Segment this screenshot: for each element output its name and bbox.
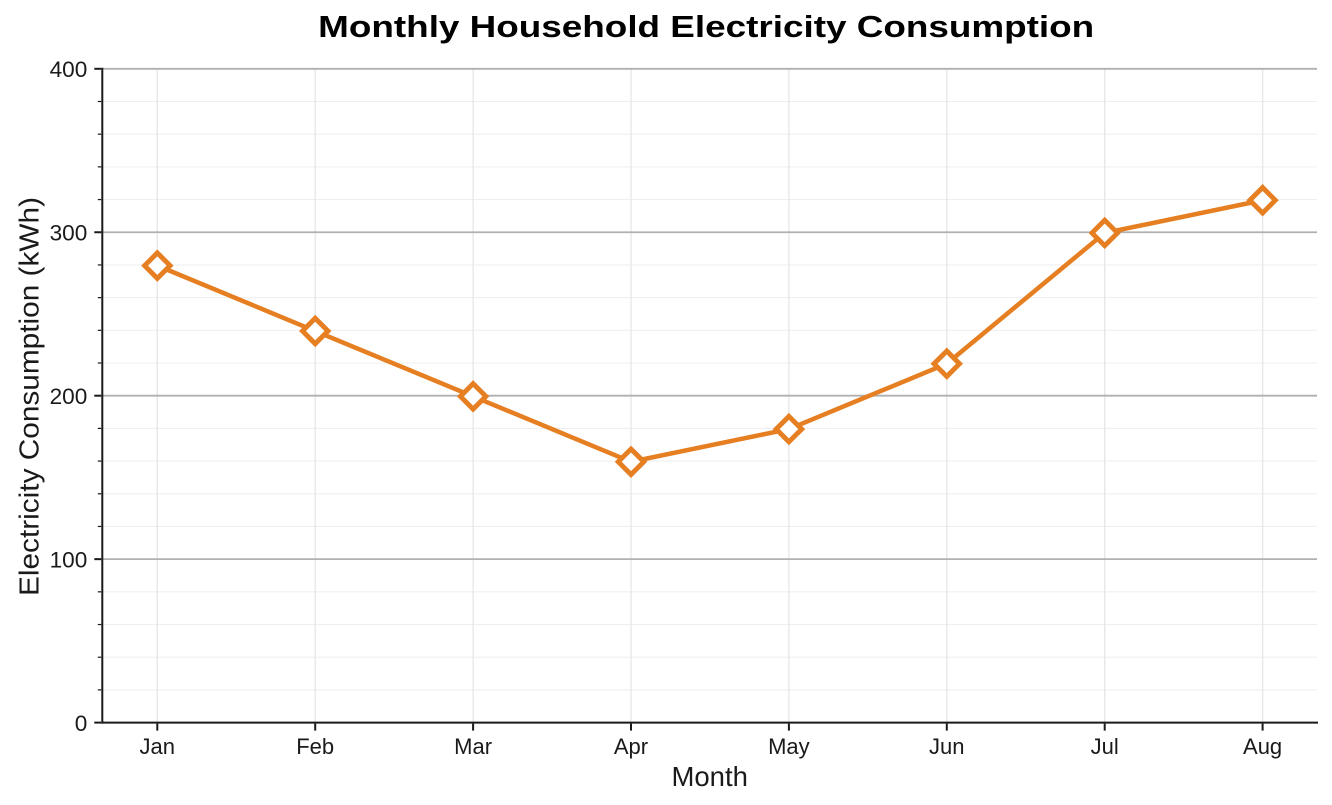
svg-text:Month: Month bbox=[671, 761, 747, 792]
svg-text:Aug: Aug bbox=[1243, 734, 1282, 759]
svg-text:Apr: Apr bbox=[614, 734, 648, 759]
svg-text:Mar: Mar bbox=[454, 734, 492, 759]
svg-text:400: 400 bbox=[50, 57, 88, 82]
svg-text:Jul: Jul bbox=[1091, 734, 1119, 759]
svg-text:Monthly Household Electricity: Monthly Household Electricity Consumptio… bbox=[318, 9, 1094, 44]
svg-text:300: 300 bbox=[50, 220, 88, 245]
svg-text:Jan: Jan bbox=[140, 734, 175, 759]
svg-text:200: 200 bbox=[50, 384, 88, 409]
svg-text:Feb: Feb bbox=[296, 734, 334, 759]
svg-text:Jun: Jun bbox=[929, 734, 964, 759]
svg-text:Electricity Consumption (kWh): Electricity Consumption (kWh) bbox=[14, 197, 45, 596]
svg-text:100: 100 bbox=[50, 547, 88, 572]
svg-text:May: May bbox=[768, 734, 810, 759]
svg-text:0: 0 bbox=[75, 711, 88, 736]
